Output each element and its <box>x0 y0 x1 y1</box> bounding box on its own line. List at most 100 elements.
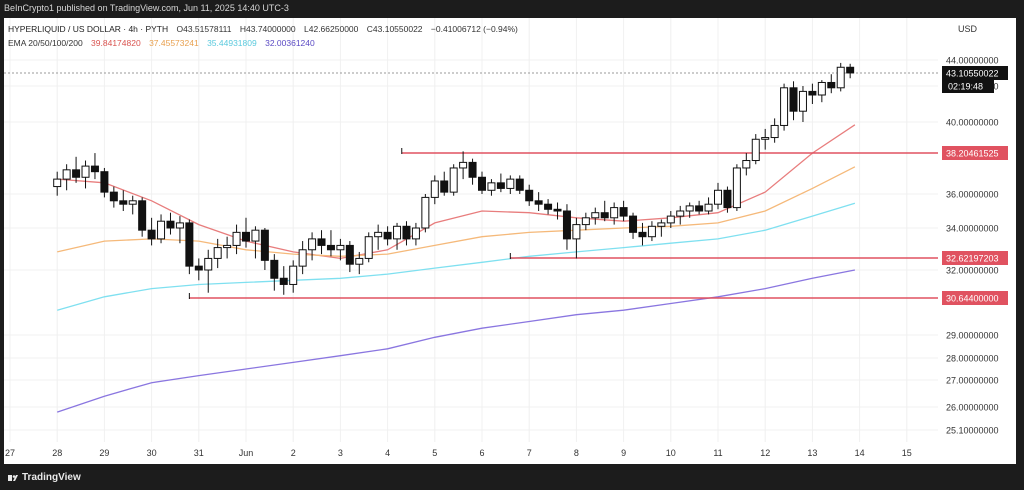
candle-body-up <box>676 210 685 217</box>
x-tick-label: Jun <box>239 448 254 458</box>
candle <box>506 175 515 194</box>
candle <box>742 153 751 176</box>
candle-body-down <box>270 259 279 279</box>
candle-body-down <box>383 231 392 240</box>
candle <box>317 230 326 255</box>
candle-body-up <box>251 229 260 242</box>
candle <box>345 241 354 273</box>
candle <box>685 202 694 218</box>
candle-body-down <box>326 244 335 251</box>
candle-body-down <box>440 180 449 193</box>
candle <box>780 83 789 131</box>
candle <box>714 182 722 210</box>
candle <box>402 221 411 246</box>
candle-body-up <box>175 222 184 229</box>
ema200-value: 32.00361240 <box>265 38 315 48</box>
y-tick-label: 43.10550022 <box>946 69 999 79</box>
candle <box>496 173 505 193</box>
candle-body-up <box>780 87 789 126</box>
candle-body-down <box>279 277 288 285</box>
candle <box>355 251 364 275</box>
candle-body-up <box>572 224 581 240</box>
candle <box>808 83 817 104</box>
candle <box>147 217 156 246</box>
candle-body-up <box>411 227 420 240</box>
candle-body-up <box>732 167 741 209</box>
candle <box>119 190 128 211</box>
candle <box>374 224 383 250</box>
candle-body-down <box>468 161 477 178</box>
y-tick-label: 26.00000000 <box>946 403 999 413</box>
candle-body-up <box>355 257 364 265</box>
candle-body-up <box>798 90 807 112</box>
candle-body-down <box>827 81 836 89</box>
y-tick-label: 44.00000000 <box>946 56 999 66</box>
candle-body-up <box>610 207 619 219</box>
candle <box>478 171 486 194</box>
candle-body-up <box>714 189 722 205</box>
ohlc-close: C43.10550022 <box>366 24 423 34</box>
candle <box>242 217 250 248</box>
candle-body-up <box>289 265 298 285</box>
y-tick-label: 27.00000000 <box>946 376 999 386</box>
candle-body-up <box>685 205 694 212</box>
candle <box>770 118 779 143</box>
candle-body-down <box>600 212 609 219</box>
ema-line-ema200 <box>56 269 856 413</box>
candle-body-down <box>345 244 354 265</box>
candle <box>761 128 770 150</box>
candle-body-down <box>185 222 194 267</box>
x-tick-label: 15 <box>902 448 912 458</box>
candle-body-up <box>581 217 590 226</box>
candle <box>138 197 147 237</box>
candle <box>53 171 62 196</box>
chart-panel[interactable]: 27 28 29 30 31 Jun 2 3 4 5 6 7 8 9 10 11 12 13 14 15 25.100… <box>4 18 1016 464</box>
candle <box>525 184 534 206</box>
candle <box>846 63 855 79</box>
x-tick-label: 6 <box>479 448 484 458</box>
x-tick-label: 7 <box>527 448 532 458</box>
candle <box>657 219 666 237</box>
ema100-value: 35.44931809 <box>207 38 257 48</box>
x-tick-label: 4 <box>385 448 390 458</box>
candle <box>364 232 373 263</box>
candle <box>732 164 741 211</box>
candle <box>326 230 335 257</box>
candle-body-down <box>525 189 534 202</box>
candle-body-down <box>808 90 817 96</box>
candle-body-up <box>449 167 458 193</box>
candle <box>591 207 600 225</box>
candle <box>232 224 241 255</box>
price-chart[interactable]: 27 28 29 30 31 Jun 2 3 4 5 6 7 8 9 10 11 12 13 14 15 25.100… <box>4 18 1016 464</box>
tradingview-brand: TradingView <box>22 472 81 483</box>
candle <box>487 179 496 196</box>
candle-body-up <box>487 182 496 191</box>
candle-body-down <box>629 215 638 233</box>
ema50-value: 37.45573241 <box>149 38 199 48</box>
candle <box>449 164 458 196</box>
candle <box>430 175 439 205</box>
y-tick-label: 34.00000000 <box>946 224 999 234</box>
candle-body-down <box>534 200 543 205</box>
candle-body-up <box>742 160 751 169</box>
candle-body-up <box>751 138 760 162</box>
candle-body-down <box>695 205 704 212</box>
candle <box>157 214 166 244</box>
candle-body-up <box>81 165 90 178</box>
candle <box>100 167 109 198</box>
candle-body-up <box>223 244 232 249</box>
y-tick-label: 25.10000000 <box>946 426 999 436</box>
candle-body-up <box>157 220 166 240</box>
candle-body-down <box>194 265 203 271</box>
candle-body-down <box>100 171 109 193</box>
level-label-bg <box>942 146 1008 160</box>
x-tick-label: 14 <box>855 448 865 458</box>
candle <box>72 156 81 183</box>
candle <box>260 228 269 270</box>
candle <box>185 219 194 275</box>
x-tick-label: 27 <box>5 448 15 458</box>
x-axis: 27 28 29 30 31 Jun 2 3 4 5 6 7 8 9 10 11 12 13 14 15 <box>5 448 912 458</box>
price-label-bg <box>942 66 1008 80</box>
candle <box>572 217 581 259</box>
candle-body-down <box>260 229 269 261</box>
